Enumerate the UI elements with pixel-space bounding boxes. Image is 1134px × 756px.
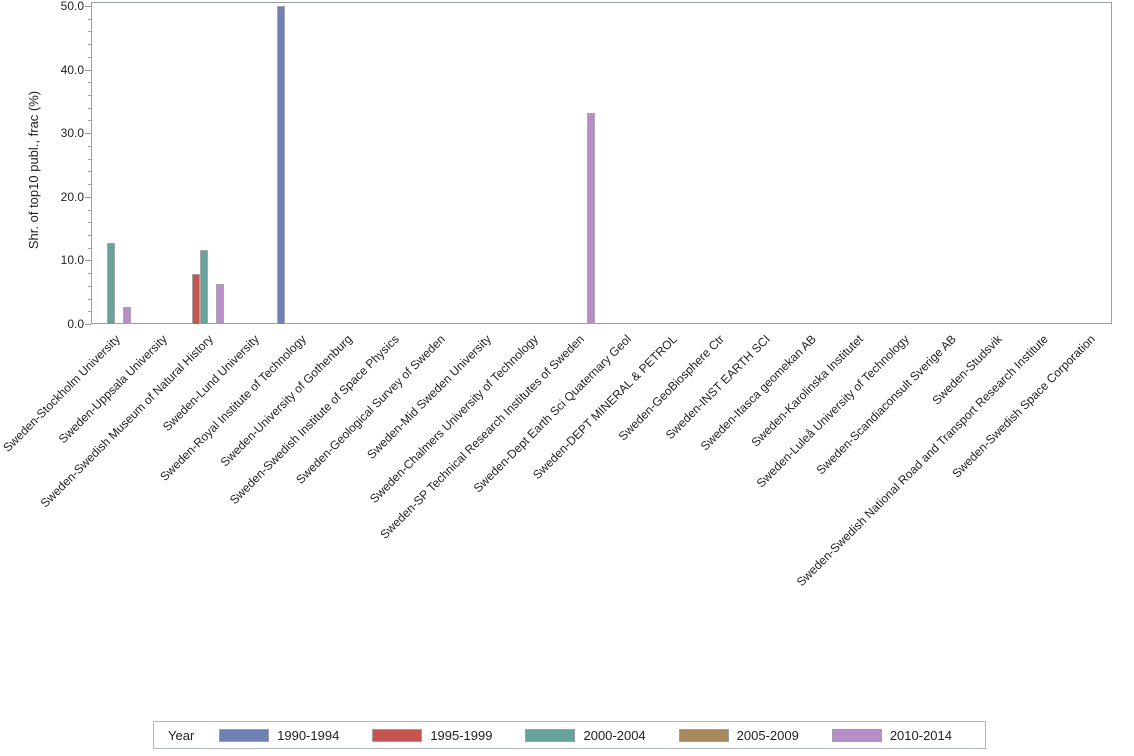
y-tick-mark: [85, 6, 91, 7]
y-minor-tick-mark: [88, 234, 91, 236]
legend-entry-2005-2009: 2005-2009: [678, 727, 799, 743]
legend-entry-2010-2014: 2010-2014: [831, 727, 952, 743]
legend-label: 2005-2009: [736, 727, 799, 743]
x-category-label: Sweden-Swedish Institute of Space Physic…: [226, 332, 402, 507]
legend-entry-2000-2004: 2000-2004: [525, 727, 646, 743]
y-minor-tick-mark: [88, 82, 91, 84]
y-minor-tick-mark: [88, 31, 91, 33]
legend-swatch-icon: [831, 728, 882, 742]
y-tick-label: 20.0: [60, 189, 84, 204]
y-minor-tick-mark: [88, 145, 91, 147]
y-tick-mark: [85, 133, 91, 135]
bar-2010-2014-cat11: [586, 112, 595, 324]
y-minor-tick-mark: [88, 120, 91, 122]
y-tick-mark: [85, 324, 91, 325]
y-tick-mark: [85, 69, 91, 71]
legend-entries: 1990-1994 1995-1999 2000-2004 2005-2009 2010…: [219, 728, 985, 743]
x-category-label: Sweden-Chalmers University of Technology: [366, 332, 541, 506]
legend: Year 1990-1994 1995-1999 2000-2004 2005-200…: [153, 721, 986, 749]
y-minor-tick-mark: [88, 18, 91, 20]
y-minor-tick-mark: [88, 44, 91, 46]
legend-swatch-icon: [219, 728, 270, 742]
y-minor-tick-mark: [88, 273, 91, 275]
legend-swatch-icon: [678, 728, 729, 742]
legend-label: 2000-2004: [583, 727, 646, 743]
bar-2010-2014-cat3: [215, 283, 224, 324]
y-tick-label: 30.0: [60, 126, 84, 141]
y-tick-label: 40.0: [60, 62, 84, 77]
legend-title: Year: [168, 727, 195, 743]
y-tick-label: 10.0: [60, 253, 84, 268]
bar-2000-2004-cat3: [200, 250, 209, 324]
y-minor-tick-mark: [88, 209, 91, 211]
y-minor-tick-mark: [88, 298, 91, 300]
y-axis-title: Shr. of top10 publ., frac (%): [26, 90, 41, 250]
legend-label: 2010-2014: [889, 727, 952, 743]
plot-area: [91, 2, 1112, 324]
y-minor-tick-mark: [88, 95, 91, 97]
y-tick-mark: [85, 260, 91, 262]
legend-swatch-icon: [525, 728, 576, 742]
y-minor-tick-mark: [88, 56, 91, 58]
legend-swatch-icon: [372, 728, 423, 742]
y-minor-tick-mark: [88, 285, 91, 287]
y-minor-tick-mark: [88, 158, 91, 160]
bar-2000-2004-cat1: [107, 243, 116, 324]
y-tick-mark: [85, 196, 91, 198]
legend-entry-1995-1999: 1995-1999: [372, 728, 492, 743]
bar-1995-1999-cat3: [192, 273, 201, 324]
legend-entry-1990-1994: 1990-1994: [219, 728, 339, 743]
legend-label: 1990-1994: [277, 727, 340, 743]
x-category-label: Sweden-Swedish Museum of Natural History: [37, 332, 216, 511]
y-tick-label: 0.0: [67, 317, 84, 331]
y-tick-label: 50.0: [60, 0, 84, 13]
y-minor-tick-mark: [88, 107, 91, 109]
y-minor-tick-mark: [88, 184, 91, 186]
y-minor-tick-mark: [88, 171, 91, 173]
y-minor-tick-mark: [88, 222, 91, 224]
legend-label: 1995-1999: [430, 727, 493, 743]
y-minor-tick-mark: [88, 247, 91, 249]
bar-2010-2014-cat1: [122, 306, 131, 324]
bar-1990-1994-cat5: [277, 6, 286, 324]
y-minor-tick-mark: [88, 311, 91, 313]
